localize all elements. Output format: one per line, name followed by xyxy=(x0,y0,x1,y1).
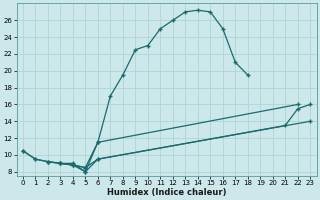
X-axis label: Humidex (Indice chaleur): Humidex (Indice chaleur) xyxy=(107,188,226,197)
